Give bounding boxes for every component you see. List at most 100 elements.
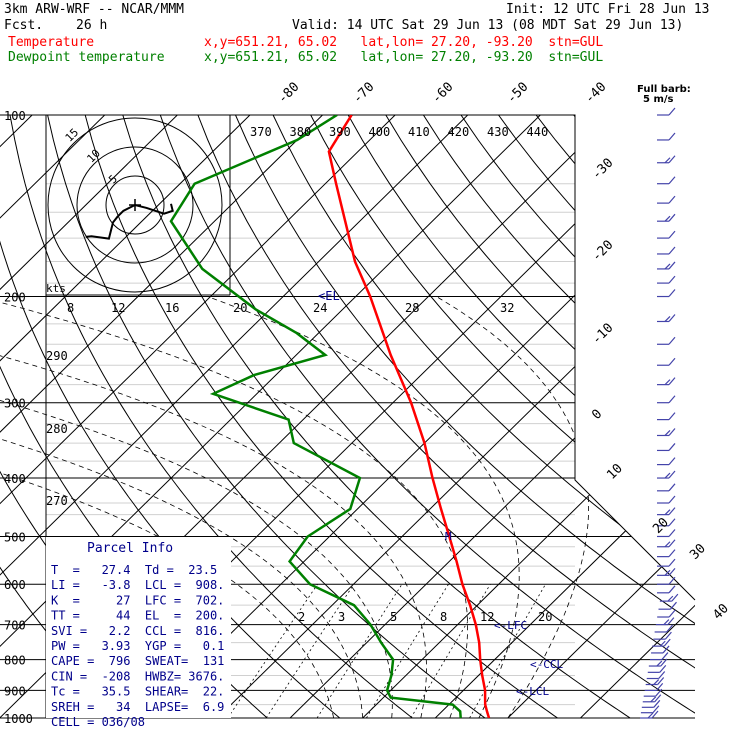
theta-label: 420 [448, 125, 470, 139]
moist-adiabat [0, 296, 334, 718]
wind-barb-flag [668, 176, 676, 185]
mixing-ratio-label-lower: 5 [390, 610, 397, 624]
isotherm-label: 0 [589, 407, 605, 423]
wind-barb-flag [667, 595, 674, 602]
mixing-ratio-line [316, 583, 403, 718]
isotherm-label: -20 [589, 238, 616, 265]
dry-adiabat [159, 115, 695, 718]
isotherm-line [0, 115, 178, 718]
pressure-tick-label: 700 [4, 619, 26, 633]
isotherm-line [362, 115, 695, 718]
wind-barb [657, 567, 676, 576]
pressure-tick-label: 400 [4, 472, 26, 486]
wind-barb-flag [656, 660, 663, 667]
wind-barb-flag [664, 215, 671, 222]
wind-barb [657, 377, 676, 386]
hodograph-ring [76, 146, 194, 264]
hodograph-units: kts [46, 282, 66, 295]
wind-barb-flag [668, 585, 676, 594]
wind-barb-flag [668, 377, 676, 386]
pressure-tick-label: 900 [4, 684, 26, 698]
dry-adiabat [422, 115, 695, 718]
lcl-marker: <-LCL [516, 685, 549, 698]
wind-barb [657, 549, 676, 558]
isotherm-label: -50 [504, 80, 531, 107]
el-marker: <EL [318, 289, 340, 303]
wind-barb-flag [668, 261, 676, 270]
dry-adiabat [385, 115, 695, 718]
theta-label: 400 [369, 125, 391, 139]
mixing-ratio-label: 16 [165, 301, 179, 315]
wind-barb-flag [668, 412, 676, 420]
wind-barb [657, 213, 676, 222]
wind-barb-flag [670, 601, 677, 610]
wind-barb [657, 609, 676, 618]
wind-barb-flag [668, 529, 676, 537]
wind-barb-flag [668, 275, 676, 284]
wind-barb [657, 195, 676, 204]
wind-barb-flag [668, 507, 676, 516]
isotherm-label: 40 [710, 601, 732, 623]
dry-adiabat [197, 115, 695, 718]
mixing-ratio-label-lower: 3 [338, 610, 345, 624]
wind-barb [640, 705, 660, 714]
wind-barb-flag [662, 645, 670, 654]
wind-barb [657, 412, 676, 421]
wind-barb-flag [667, 617, 675, 625]
wind-barb [646, 671, 666, 680]
mixing-ratio-label-lower: 20 [538, 610, 552, 624]
wind-barb-flag [668, 195, 676, 204]
wind-barb [657, 289, 676, 298]
wind-barb [657, 132, 676, 141]
mixing-ratio-label: 24 [313, 301, 327, 315]
hodograph-ring [47, 117, 223, 293]
theta-label: 370 [250, 125, 272, 139]
dry-adiabat [84, 115, 558, 718]
m-marker: M [445, 530, 452, 543]
wind-barb-flag [651, 710, 659, 719]
wind-barb [657, 395, 676, 404]
dry-adiabat [9, 115, 413, 718]
legend-temperature-label: Temperature [8, 35, 95, 50]
wind-barb-flag [664, 316, 671, 322]
isotherm-label: -70 [350, 80, 377, 107]
dry-adiabat [686, 115, 695, 718]
wind-barb [657, 518, 676, 527]
mixing-ratio-label: 8 [67, 301, 74, 315]
ccl-marker: <-CCL [530, 658, 563, 671]
dry-adiabat [47, 115, 486, 718]
wind-barb [657, 314, 676, 323]
wind-barb [657, 107, 676, 116]
wind-barb-flag [668, 558, 676, 567]
wind-barb-flag [668, 428, 676, 436]
wind-barb [657, 246, 676, 255]
theta-label: 390 [329, 125, 351, 139]
wind-barb-flag [663, 619, 670, 626]
parcel-info-row: T = 27.4 Td = 23.5 [51, 563, 217, 577]
temperature-profile [327, 115, 491, 718]
wind-barb [644, 683, 664, 692]
pressure-tick-label: 800 [4, 654, 26, 668]
isotherm-line [0, 115, 396, 718]
pressure-tick-label: 1000 [4, 712, 33, 726]
wind-barb-flag [659, 664, 667, 673]
isotherm-line [0, 115, 106, 718]
wind-barb-flag [664, 157, 671, 164]
parcel-info-row: CIN = -208 HWBZ= 3676. [51, 669, 224, 683]
wind-barb-flag [668, 132, 676, 141]
wind-barb-flag [668, 395, 676, 404]
wind-barb [657, 539, 676, 548]
wind-barb-flag [666, 624, 674, 633]
theta-e-label: 290 [46, 349, 68, 363]
wind-barb-flag [664, 263, 671, 270]
barb-key-title: Full barb: [637, 84, 691, 95]
wind-barb-flag [668, 518, 676, 527]
dry-adiabat [347, 115, 695, 718]
wind-barb [657, 357, 676, 366]
wind-barb-flag [664, 541, 671, 548]
wind-barb [642, 694, 662, 703]
wind-barb-flag [664, 569, 671, 576]
wind-barb [651, 645, 670, 654]
wind-barb [657, 576, 676, 585]
mixing-ratio-line [366, 583, 449, 718]
